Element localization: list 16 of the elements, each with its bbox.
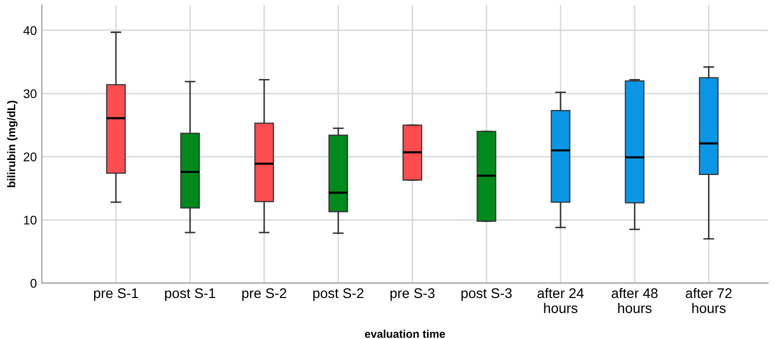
x-tick-label: after 48 hours (612, 288, 658, 314)
y-tick-label: 0 (30, 278, 36, 288)
x-tick-label: pre S-1 (94, 288, 138, 301)
x-axis-title: evaluation time (364, 330, 446, 338)
y-axis-title: bilirubin (mg/dL) (7, 100, 18, 188)
y-tick-label: 10 (24, 216, 36, 225)
x-tick-label: pre S-3 (390, 288, 435, 301)
x-tick-label: pre S-2 (242, 288, 286, 301)
x-tick-label: post S-1 (165, 288, 216, 301)
y-tick-label: 30 (24, 89, 36, 98)
y-tick-label: 20 (24, 152, 36, 162)
x-tick-label: after 72 hours (686, 288, 732, 314)
x-tick-label: post S-2 (313, 288, 364, 301)
x-tick-label: after 24 hours (538, 288, 584, 314)
x-tick-label: post S-3 (461, 288, 512, 301)
y-tick-label: 40 (23, 26, 36, 36)
